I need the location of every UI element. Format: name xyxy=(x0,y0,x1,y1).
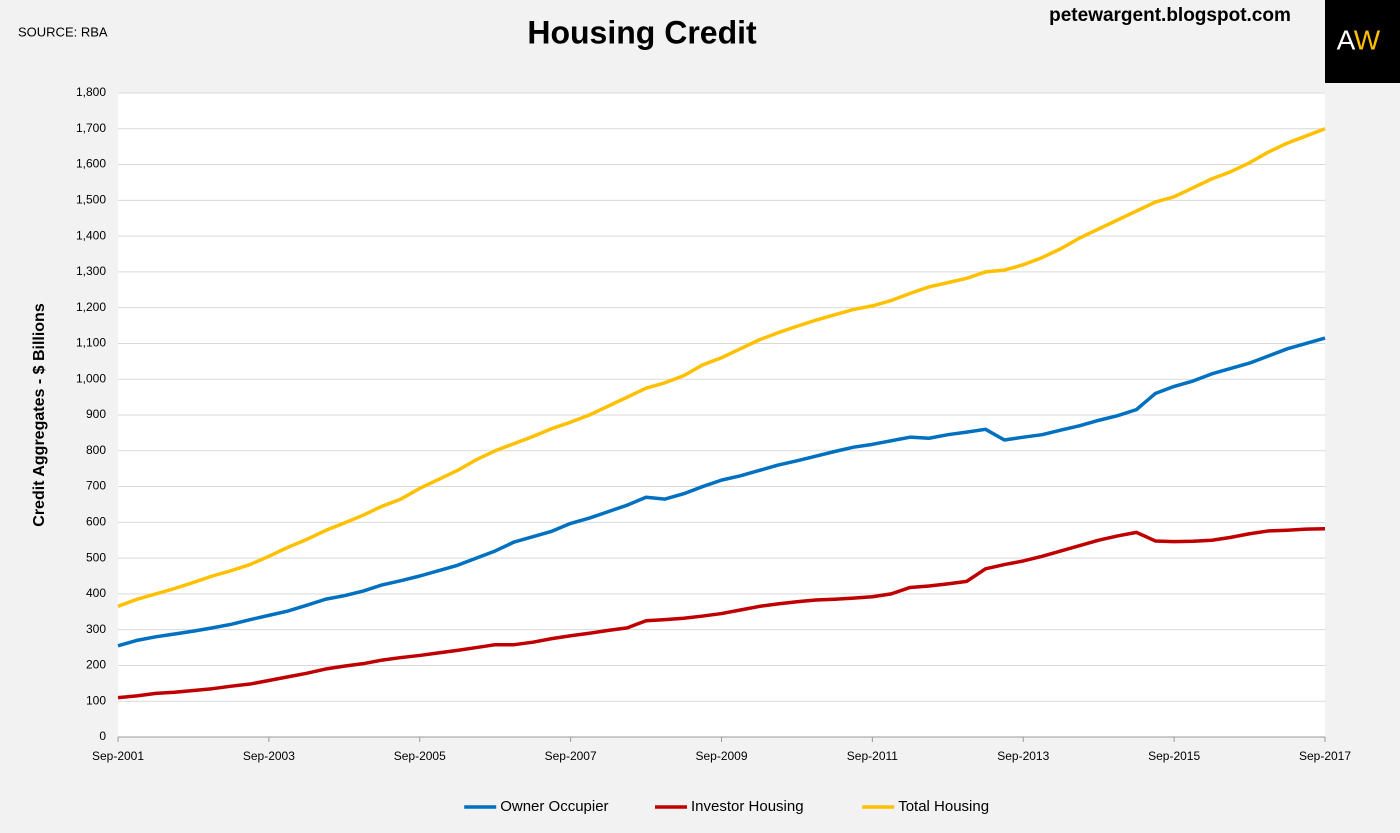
x-tick-label: Sep-2015 xyxy=(1148,749,1200,763)
series-line xyxy=(117,127,1326,609)
legend-label: Investor Housing xyxy=(691,798,804,815)
y-tick-label: 700 xyxy=(86,479,106,493)
x-tick-label: Sep-2009 xyxy=(695,749,747,763)
x-tick-label: Sep-2001 xyxy=(92,749,144,763)
legend-label: Total Housing xyxy=(898,798,989,815)
y-tick-label: 1,000 xyxy=(76,371,106,385)
y-tick-label: 1,500 xyxy=(76,193,106,207)
x-tick-label: Sep-2011 xyxy=(847,749,898,763)
y-tick-label: 1,100 xyxy=(76,336,106,350)
source: SOURCE: RBA xyxy=(18,24,108,39)
x-tick-label: Sep-2013 xyxy=(997,749,1049,763)
y-tick-label: 0 xyxy=(99,729,106,743)
logo-box xyxy=(1325,0,1400,83)
legend-label: Owner Occupier xyxy=(500,798,608,815)
y-tick-label: 400 xyxy=(86,586,106,600)
website: petewargent.blogspot.com xyxy=(1049,5,1291,26)
y-tick-label: 300 xyxy=(86,622,106,636)
y-tick-label: 1,300 xyxy=(76,264,106,278)
y-tick-label: 1,700 xyxy=(76,121,106,135)
y-tick-label: 900 xyxy=(86,407,106,421)
y-tick-label: 1,600 xyxy=(76,157,106,171)
y-tick-label: 100 xyxy=(86,693,106,707)
logo-left: A xyxy=(1337,24,1356,55)
y-tick-label: 800 xyxy=(86,443,106,457)
chart-title: Housing Credit xyxy=(527,14,757,50)
series-line xyxy=(117,527,1326,700)
y-tick-label: 600 xyxy=(86,515,106,529)
y-tick-label: 1,200 xyxy=(76,300,106,314)
x-tick-label: Sep-2017 xyxy=(1299,749,1351,763)
x-tick-label: Sep-2007 xyxy=(545,749,597,763)
series-line xyxy=(117,336,1326,648)
x-tick-label: Sep-2003 xyxy=(243,749,295,763)
x-tick-label: Sep-2005 xyxy=(394,749,446,763)
y-tick-label: 200 xyxy=(86,658,106,672)
y-tick-label: 500 xyxy=(86,550,106,564)
logo-right: W xyxy=(1354,24,1381,55)
y-axis-label: Credit Aggregates - $ Billions xyxy=(31,303,48,527)
y-tick-label: 1,800 xyxy=(76,85,106,99)
y-tick-label: 1,400 xyxy=(76,228,106,242)
